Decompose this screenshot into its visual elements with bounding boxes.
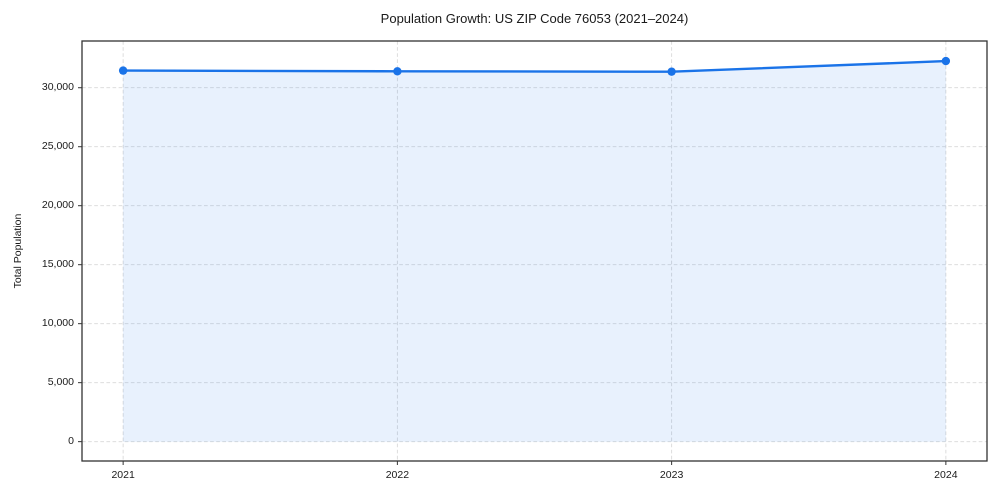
- x-tick-label: 2024: [934, 469, 958, 481]
- y-tick-label: 30,000: [41, 81, 74, 94]
- y-tick-label: 20,000: [41, 199, 74, 212]
- area-fill: [123, 61, 946, 442]
- data-point: [941, 56, 951, 66]
- y-tick-label: 15,000: [41, 258, 74, 271]
- data-point: [667, 67, 676, 76]
- y-tick-label: 5,000: [47, 376, 74, 389]
- chart-title: Population Growth: US ZIP Code 76053 (20…: [380, 11, 689, 26]
- x-tick-label: 2023: [659, 469, 684, 481]
- series-line: [121, 59, 948, 73]
- y-tick-label: 10,000: [41, 317, 74, 330]
- y-tick-label: 25,000: [41, 140, 74, 153]
- x-tick-label: 2021: [111, 469, 135, 481]
- data-point: [393, 67, 402, 76]
- y-tick-label: 0: [68, 435, 74, 448]
- data-point: [118, 66, 128, 75]
- axes-spines: [81, 40, 988, 462]
- x-tick-label: 2022: [385, 469, 410, 481]
